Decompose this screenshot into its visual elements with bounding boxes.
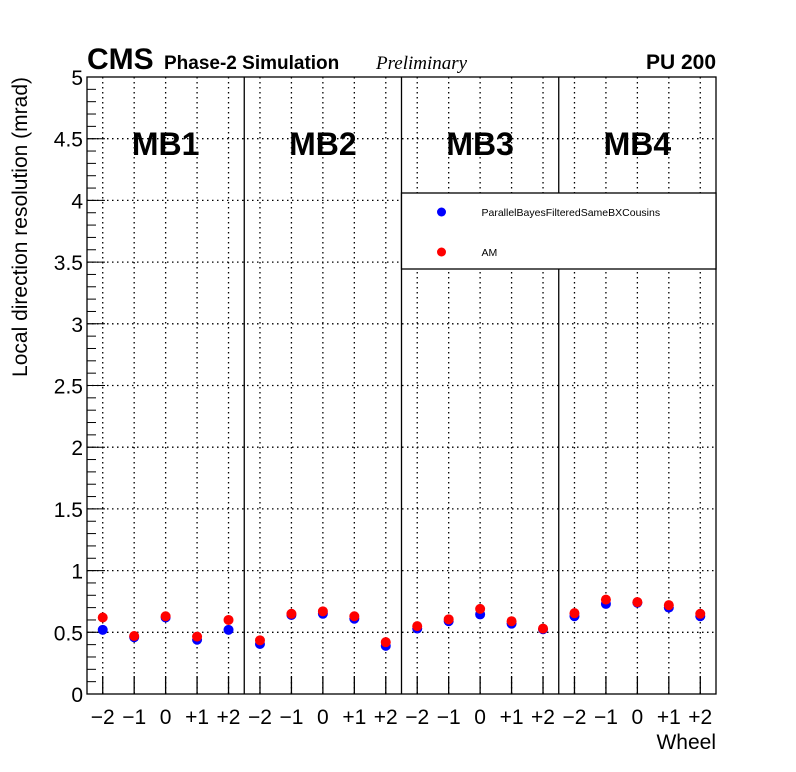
x-tick-label: −2 [562,706,586,729]
legend-box [400,192,717,270]
data-point [380,637,391,648]
y-tick-label: 4 [71,190,83,213]
x-tick-label: −2 [405,706,429,729]
legend-marker [437,247,446,257]
y-tick-label: 5 [71,67,83,90]
x-tick-label: +1 [342,706,366,729]
x-tick-label: +2 [374,706,398,729]
data-points [97,594,706,651]
data-point [695,608,706,619]
x-axis-title: Wheel [656,731,716,754]
data-point [349,611,360,622]
data-point [160,611,171,622]
data-point [129,631,140,642]
x-tick-label: 0 [160,706,172,729]
y-tick-label: 0 [71,684,83,707]
pileup-label: PU 200 [646,51,716,74]
x-tick-label: −1 [279,706,303,729]
x-tick-label: 0 [317,706,329,729]
y-tick-label: 2.5 [54,376,83,399]
legend: ParallelBayesFilteredSameBXCousins AM [400,192,717,270]
cms-label: CMS [87,43,154,76]
y-tick-label: 3 [71,314,83,337]
data-point [632,597,643,608]
legend-marker [437,207,446,217]
axes: 00.511.522.533.544.55−2 −1 0 +1 +2 −2 −1 0 +1 +2−… [54,67,717,729]
data-point [97,612,108,623]
preliminary-label: Preliminary [375,53,468,74]
data-point [254,635,265,646]
data-point [475,603,486,614]
data-point [600,594,611,605]
data-point [538,623,549,634]
station-label: MB2 [289,126,357,162]
phase2-label: Phase-2 Simulation [164,53,339,74]
y-tick-label: 0.5 [54,622,83,645]
data-point [223,614,234,625]
x-tick-label: −1 [594,706,618,729]
x-tick-label: +2 [688,706,712,729]
data-point [317,606,328,617]
y-tick-label: 2 [71,437,83,460]
y-tick-label: 1 [71,561,83,584]
x-tick-label: −1 [122,706,146,729]
x-tick-label: +1 [185,706,209,729]
data-point [443,614,454,625]
station-label: MB3 [446,126,514,162]
data-point [569,608,580,619]
y-axis-title: Local direction resolution (mrad) [9,77,32,377]
x-tick-label: 0 [632,706,644,729]
legend-label: ParallelBayesFilteredSameBXCousins [482,207,661,219]
data-point [663,600,674,611]
legend-label: AM [482,247,498,259]
plot-frame [86,76,717,695]
station-labels: MB1 MB2 MB3 MB4 [132,126,672,162]
x-tick-label: +2 [531,706,555,729]
x-tick-label: +2 [217,706,241,729]
x-tick-label: −1 [437,706,461,729]
x-tick-label: +1 [657,706,681,729]
x-tick-label: −2 [91,706,115,729]
x-tick-label: 0 [474,706,486,729]
data-point [223,624,234,635]
data-point [192,631,203,642]
y-tick-label: 1.5 [54,499,83,522]
y-tick-label: 3.5 [54,252,83,275]
x-tick-label: −2 [248,706,272,729]
x-tick-label: +1 [500,706,524,729]
data-point [506,616,517,627]
y-tick-label: 4.5 [54,129,83,152]
station-label: MB4 [604,126,672,162]
data-point [286,608,297,619]
station-label: MB1 [132,126,200,162]
data-point [412,621,423,632]
data-point [97,624,108,635]
